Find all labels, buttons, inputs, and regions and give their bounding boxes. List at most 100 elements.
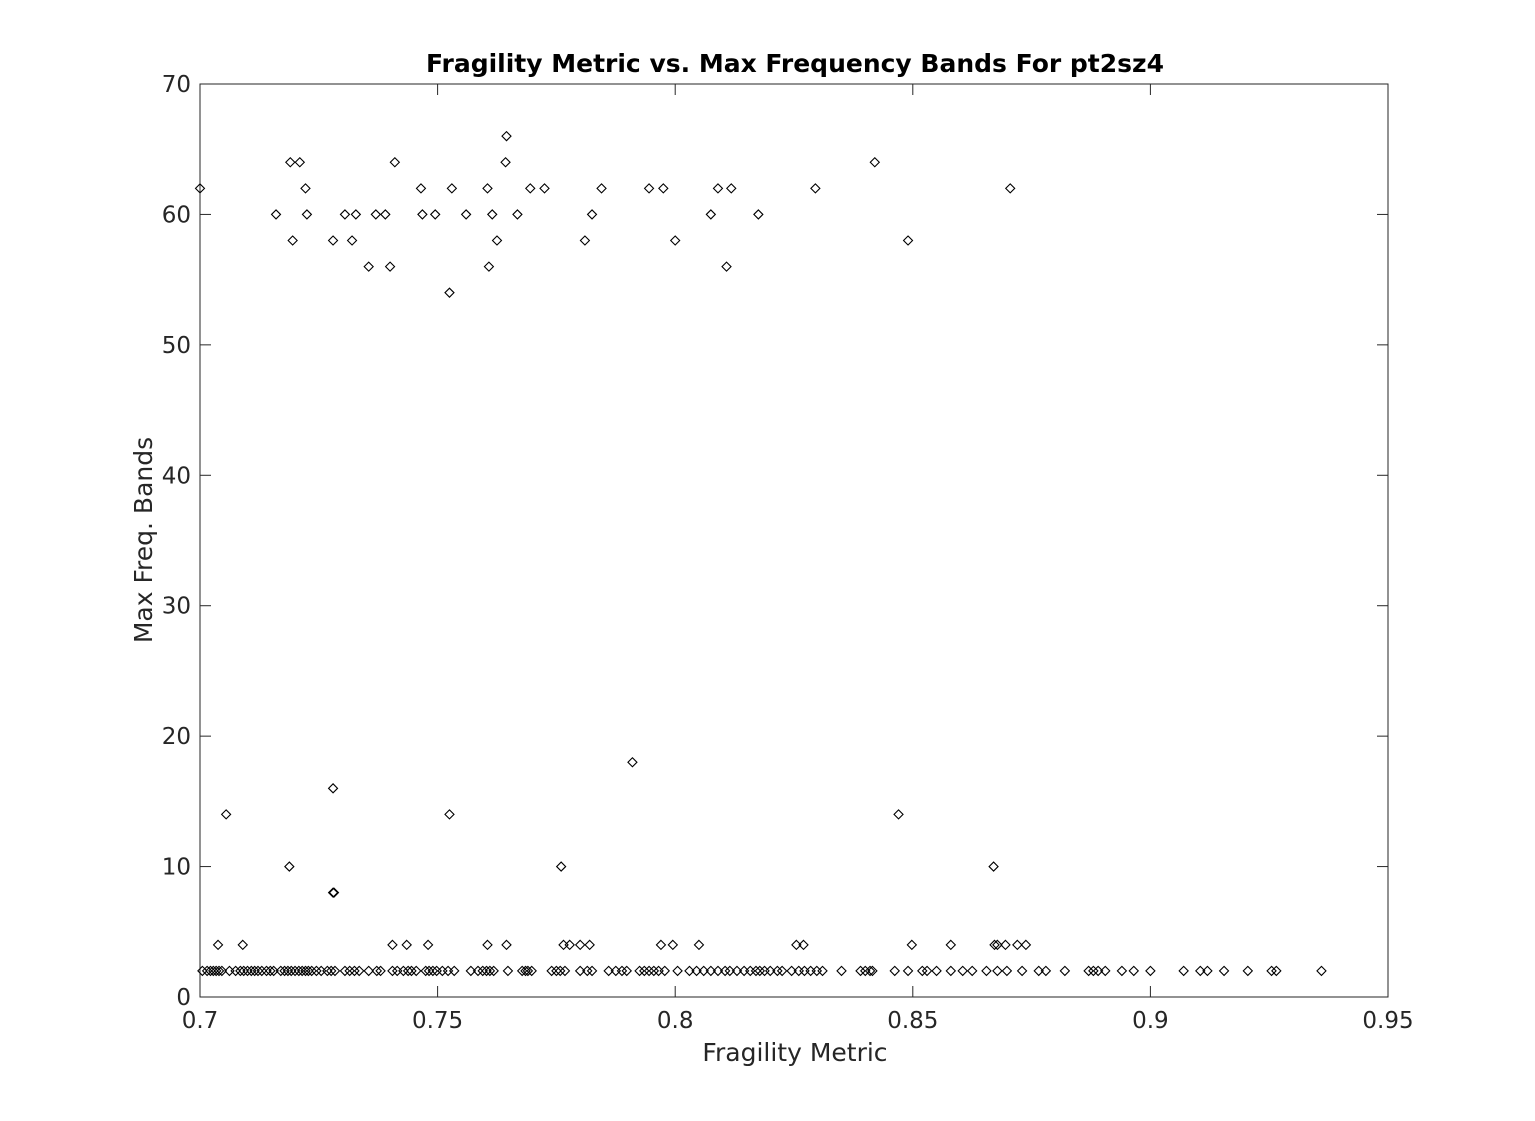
data-point <box>754 965 766 977</box>
data-point <box>672 965 683 977</box>
data-point <box>289 965 301 977</box>
data-point <box>389 156 401 168</box>
data-point <box>643 183 655 194</box>
data-point <box>551 965 562 977</box>
data-point <box>275 965 287 977</box>
data-point <box>555 861 567 872</box>
data-point <box>287 235 298 246</box>
data-point <box>648 965 660 977</box>
y-tick-label: 70 <box>162 72 191 98</box>
data-point <box>705 209 717 220</box>
data-point <box>750 965 762 977</box>
data-point <box>524 183 536 194</box>
data-point <box>586 965 598 977</box>
data-point <box>1000 939 1011 951</box>
data-point <box>989 939 1000 951</box>
data-point <box>237 939 249 951</box>
data-point <box>693 939 705 951</box>
data-point <box>311 965 322 977</box>
data-point <box>584 939 595 951</box>
data-point <box>902 965 914 977</box>
data-point <box>1083 965 1094 977</box>
data-point <box>1316 965 1327 977</box>
data-point <box>512 209 523 220</box>
data-point <box>691 965 702 977</box>
data-point <box>460 209 472 220</box>
data-point <box>719 965 731 977</box>
x-axis-ticks: 0.7 0.75 0.8 0.85 0.9 0.95 <box>182 84 1414 1034</box>
y-tick-label: 40 <box>162 463 191 489</box>
data-point <box>256 965 268 977</box>
data-point <box>420 965 431 977</box>
data-point <box>798 939 809 951</box>
data-point <box>1004 183 1016 194</box>
y-tick-label: 20 <box>162 724 191 750</box>
data-point <box>216 965 228 977</box>
data-point <box>387 965 398 977</box>
y-tick-label: 30 <box>162 594 191 620</box>
data-point <box>194 183 206 194</box>
data-point <box>417 209 428 220</box>
data-point <box>446 183 458 194</box>
data-point <box>1202 965 1213 977</box>
data-point <box>444 809 455 820</box>
data-point <box>945 939 957 951</box>
data-point <box>621 965 633 977</box>
data-point <box>603 965 614 977</box>
data-point <box>667 939 679 951</box>
data-point <box>300 183 311 194</box>
data-point <box>643 965 655 977</box>
data-point <box>398 965 409 977</box>
data-point <box>1092 965 1104 977</box>
data-point <box>353 965 365 977</box>
data-point <box>1099 965 1111 977</box>
data-point <box>444 287 455 298</box>
data-point <box>817 965 828 977</box>
data-point <box>401 939 412 951</box>
data-point <box>197 965 208 977</box>
data-point <box>252 965 264 977</box>
data-point <box>855 965 866 977</box>
data-point <box>917 965 928 977</box>
data-point <box>522 965 534 977</box>
data-point <box>349 965 360 977</box>
data-point <box>791 939 802 951</box>
data-point <box>684 965 695 977</box>
data-point <box>659 965 671 977</box>
data-point <box>724 965 736 977</box>
data-point <box>731 965 743 977</box>
data-point <box>721 261 732 272</box>
data-point <box>282 965 294 977</box>
data-point <box>488 965 499 977</box>
data-point <box>339 209 351 220</box>
data-point <box>867 965 878 977</box>
y-tick-label: 60 <box>162 202 191 228</box>
data-point <box>893 809 904 820</box>
data-point <box>712 183 724 194</box>
x-tick-label: 0.8 <box>657 1008 694 1034</box>
data-point <box>992 965 1003 977</box>
data-point <box>285 156 296 168</box>
data-point <box>212 939 224 951</box>
data-point <box>957 965 968 977</box>
data-point <box>242 965 253 977</box>
data-point <box>574 939 586 951</box>
data-point <box>249 965 260 977</box>
x-tick-label: 0.75 <box>412 1008 463 1034</box>
data-point <box>1266 965 1277 977</box>
data-point <box>574 965 586 977</box>
data-point <box>981 965 992 977</box>
data-point <box>634 965 645 977</box>
data-point <box>465 965 477 977</box>
data-point <box>1218 965 1230 977</box>
data-point <box>325 965 337 977</box>
data-point <box>220 809 232 820</box>
data-point <box>384 261 396 272</box>
data-point <box>344 965 355 977</box>
data-point <box>616 965 628 977</box>
data-point <box>860 965 871 977</box>
data-point <box>482 939 493 951</box>
y-tick-label: 0 <box>176 985 191 1011</box>
data-point <box>484 965 496 977</box>
